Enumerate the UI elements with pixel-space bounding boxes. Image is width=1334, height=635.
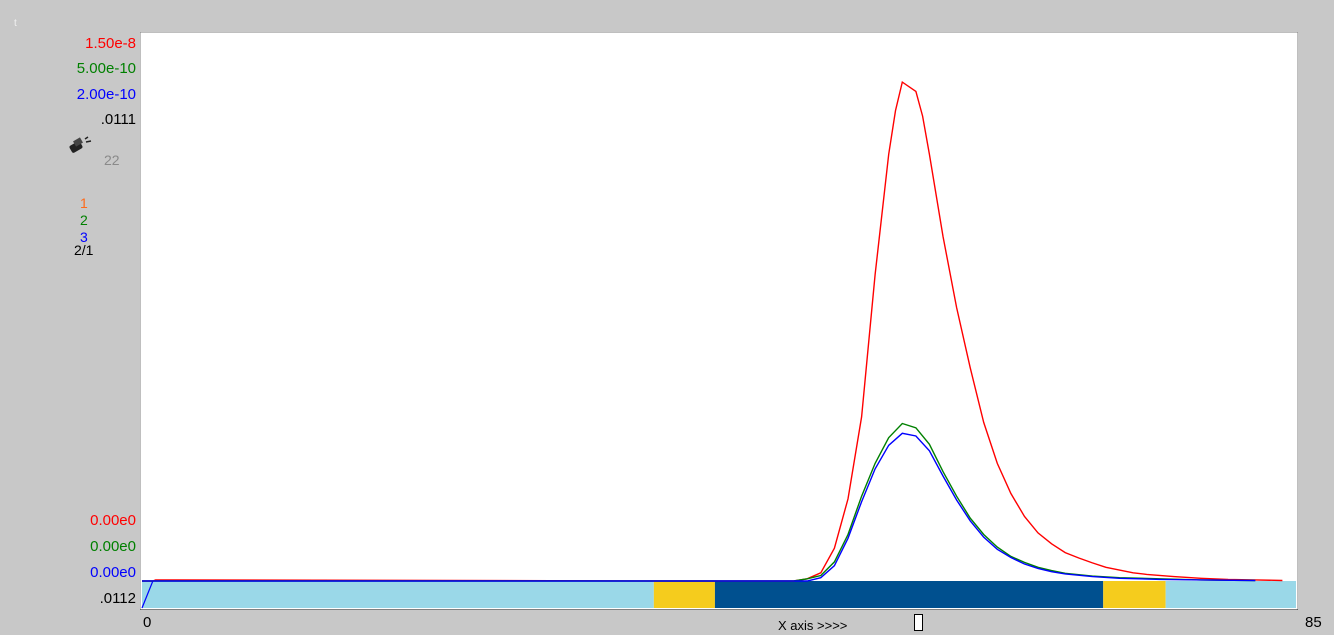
y-min-label-2: 0.00e0 (90, 538, 136, 555)
color-band-1 (142, 581, 654, 608)
series-key-ratio: 2/1 (74, 242, 94, 258)
color-band-2 (653, 581, 715, 608)
color-band-3 (714, 581, 1104, 608)
series-line-3 (142, 432, 1256, 582)
y-max-label-2: 5.00e-10 (76, 60, 136, 77)
x-axis-slider[interactable] (914, 614, 923, 631)
series-line-1 (142, 80, 1283, 582)
x-axis-label: X axis >>>> (778, 618, 848, 633)
series-key-2: 2 (80, 212, 88, 228)
series-lines (141, 80, 1283, 609)
x-tick-max: 85 (1305, 614, 1322, 631)
x-tick-min: 0 (143, 614, 152, 631)
y-min-label-ratio: .0112 (99, 590, 136, 607)
run-count: 22 (104, 152, 120, 168)
color-band-strip (142, 581, 1296, 608)
plot-area (140, 32, 1298, 610)
color-band-5 (1165, 581, 1296, 608)
y-max-label-ratio: .0111 (100, 111, 136, 128)
corner-mark: t (14, 18, 17, 29)
y-min-label-1: 0.00e0 (90, 512, 136, 529)
color-band-4 (1103, 581, 1166, 608)
series-key-3: 3 (80, 229, 88, 245)
y-max-label-1: 1.50e-8 (85, 35, 136, 52)
y-min-label-3: 0.00e0 (90, 564, 136, 581)
plot-background (140, 32, 1298, 610)
series-key-1: 1 (80, 195, 88, 211)
runs-icon[interactable] (68, 136, 94, 154)
series-start-ramp (141, 580, 154, 609)
y-max-label-3: 2.00e-10 (76, 86, 136, 103)
